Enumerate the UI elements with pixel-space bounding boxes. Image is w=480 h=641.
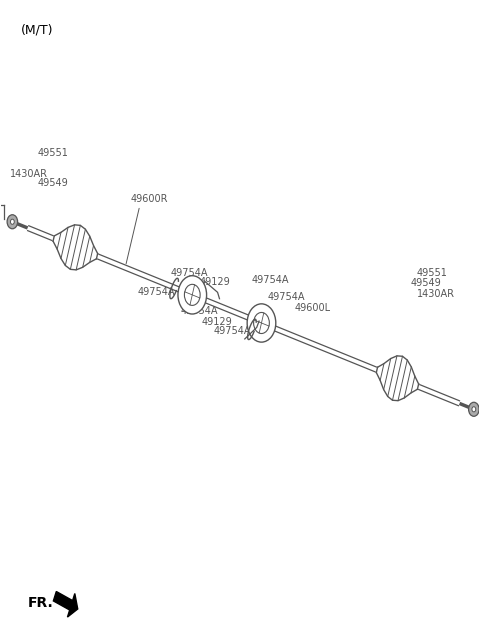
Text: 49129: 49129 <box>199 277 230 287</box>
Text: 49549: 49549 <box>37 178 68 188</box>
Circle shape <box>247 304 276 342</box>
Polygon shape <box>376 356 419 401</box>
Polygon shape <box>53 592 78 617</box>
Text: 49600R: 49600R <box>130 194 168 204</box>
Text: FR.: FR. <box>28 595 53 610</box>
Text: 1430AR: 1430AR <box>10 169 48 179</box>
Text: 49754A: 49754A <box>137 287 175 297</box>
Circle shape <box>178 276 206 314</box>
Text: (M/T): (M/T) <box>21 24 53 37</box>
Text: 49754A: 49754A <box>171 268 208 278</box>
Circle shape <box>11 219 14 224</box>
Circle shape <box>468 403 479 416</box>
Text: 49549: 49549 <box>411 278 442 288</box>
Text: 49754A: 49754A <box>268 292 305 302</box>
Text: 49754A: 49754A <box>214 326 251 337</box>
Circle shape <box>472 407 476 412</box>
Polygon shape <box>53 225 97 270</box>
Text: 1430AR: 1430AR <box>417 288 455 299</box>
Text: 49129: 49129 <box>202 317 233 327</box>
Text: 49551: 49551 <box>37 148 68 158</box>
Text: 49600L: 49600L <box>295 303 331 313</box>
Text: 49754A: 49754A <box>180 306 218 316</box>
Circle shape <box>7 215 18 229</box>
Text: 49551: 49551 <box>417 268 447 278</box>
Text: 49754A: 49754A <box>252 275 289 285</box>
